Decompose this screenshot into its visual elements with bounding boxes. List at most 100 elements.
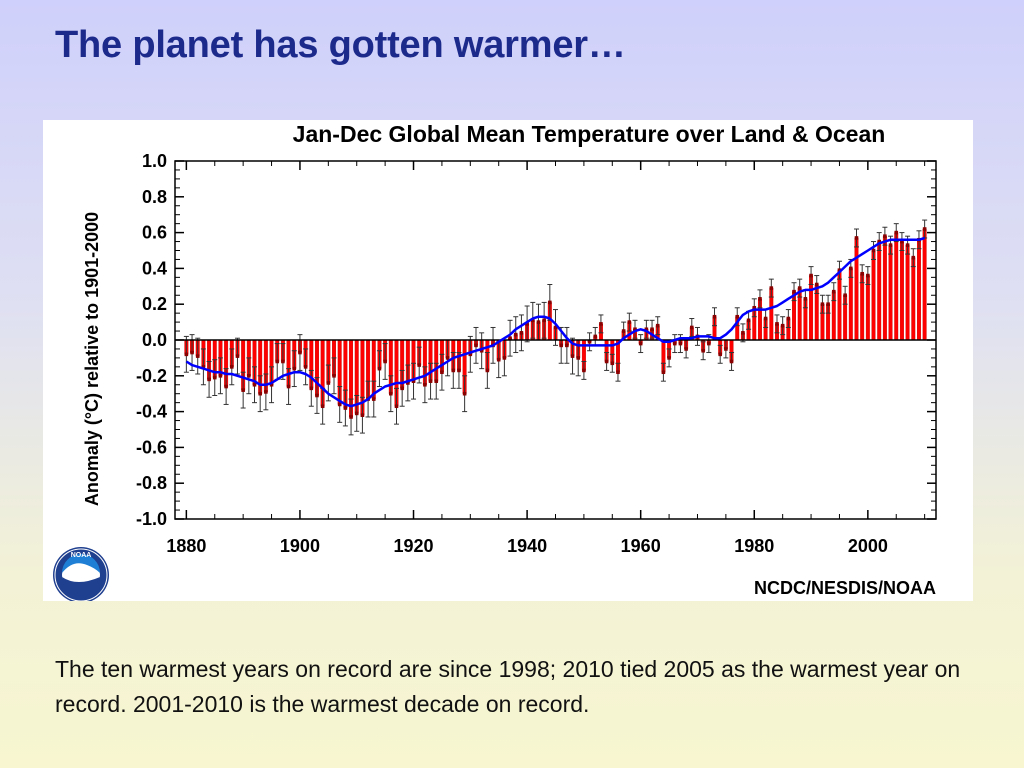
point-1905 xyxy=(326,381,331,385)
point-1885 xyxy=(212,375,217,380)
point-1899 xyxy=(292,366,297,371)
point-1889 xyxy=(235,354,240,358)
point-1948 xyxy=(570,354,575,358)
bar-2010 xyxy=(922,228,927,341)
point-1975 xyxy=(724,347,728,351)
point-1999 xyxy=(860,271,864,276)
point-2008 xyxy=(911,255,916,260)
point-1951 xyxy=(587,339,592,344)
point-1907 xyxy=(337,402,342,407)
bar-2009 xyxy=(917,239,921,341)
point-1894 xyxy=(264,390,268,394)
point-1891 xyxy=(247,374,251,378)
bar-2000 xyxy=(865,275,870,341)
y-tick-label: -0.2 xyxy=(136,366,167,386)
point-2006 xyxy=(900,239,904,244)
point-1991 xyxy=(814,282,819,287)
point-1910 xyxy=(354,411,359,416)
point-1901 xyxy=(303,365,308,369)
point-1982 xyxy=(763,316,768,321)
point-1977 xyxy=(735,314,740,319)
x-tick-label: 1960 xyxy=(621,536,661,556)
point-1909 xyxy=(349,415,353,419)
noaa-logo-icon xyxy=(53,547,109,601)
point-2003 xyxy=(883,234,887,238)
point-1915 xyxy=(383,359,387,364)
point-1994 xyxy=(831,289,836,294)
point-2002 xyxy=(877,239,882,244)
point-1980 xyxy=(752,305,757,310)
slide-title: The planet has gotten warmer… xyxy=(55,24,626,66)
point-1984 xyxy=(775,322,779,326)
point-1946 xyxy=(559,343,563,348)
point-2010 xyxy=(922,227,927,231)
point-1890 xyxy=(241,388,245,392)
smoothed-series-line xyxy=(185,236,925,408)
point-1963 xyxy=(655,323,660,328)
x-tick-label: 1920 xyxy=(393,536,433,556)
point-1882 xyxy=(195,354,200,358)
bar-1999 xyxy=(860,273,865,341)
y-axis-label: Anomaly (°C) relative to 1901-2000 xyxy=(82,212,102,506)
y-tick-label: 0.6 xyxy=(142,223,167,243)
y-tick-label: -0.6 xyxy=(136,437,167,457)
point-2007 xyxy=(905,243,910,247)
point-1941 xyxy=(530,318,535,323)
bar-2006 xyxy=(899,241,904,341)
point-1914 xyxy=(377,366,382,371)
point-1895 xyxy=(269,382,274,387)
bar-2003 xyxy=(882,235,887,341)
bar-1998 xyxy=(854,237,859,341)
point-1920 xyxy=(411,379,416,383)
point-1921 xyxy=(417,363,422,367)
point-1995 xyxy=(837,268,842,272)
chart-panel: Jan-Dec Global Mean Temperature over Lan… xyxy=(43,120,973,601)
noaa-logo-text: NOAA xyxy=(71,552,92,559)
point-1953 xyxy=(599,322,603,326)
point-1957 xyxy=(621,329,626,333)
y-tick-label: 0.8 xyxy=(142,187,167,207)
point-1964 xyxy=(661,370,666,375)
point-1997 xyxy=(849,266,853,271)
y-tick-label: -0.8 xyxy=(136,473,167,493)
point-1913 xyxy=(371,397,376,401)
point-1960 xyxy=(638,341,643,346)
point-1989 xyxy=(803,297,808,301)
point-1918 xyxy=(400,386,404,391)
point-1972 xyxy=(707,341,711,346)
point-1883 xyxy=(201,365,206,369)
x-tick-label: 1980 xyxy=(734,536,774,556)
point-1966 xyxy=(672,341,677,346)
point-1933 xyxy=(485,368,490,373)
point-1993 xyxy=(826,302,830,306)
point-1906 xyxy=(332,374,336,378)
point-1932 xyxy=(479,348,484,353)
point-1992 xyxy=(820,302,825,306)
bar-1990 xyxy=(809,275,814,341)
point-1979 xyxy=(746,318,751,323)
point-1958 xyxy=(627,320,632,324)
point-1936 xyxy=(502,356,507,360)
point-1955 xyxy=(610,361,615,366)
point-1935 xyxy=(496,357,501,362)
point-1956 xyxy=(616,370,620,375)
x-tick-label: 1900 xyxy=(280,536,320,556)
point-1962 xyxy=(650,327,654,332)
y-tick-label: 0.0 xyxy=(142,330,167,350)
x-tick-label: 1940 xyxy=(507,536,547,556)
point-1880 xyxy=(184,352,189,357)
point-1943 xyxy=(542,318,546,323)
point-1996 xyxy=(843,293,847,298)
point-1961 xyxy=(644,327,649,332)
point-2005 xyxy=(894,230,899,235)
point-1987 xyxy=(792,289,796,294)
point-1925 xyxy=(440,370,444,375)
point-1949 xyxy=(576,356,581,360)
point-1954 xyxy=(604,359,609,364)
chart-title: Jan-Dec Global Mean Temperature over Lan… xyxy=(293,121,886,147)
point-1923 xyxy=(428,379,433,383)
point-1900 xyxy=(298,350,302,355)
point-1893 xyxy=(258,391,262,396)
point-1938 xyxy=(513,332,518,337)
point-1968 xyxy=(684,347,688,351)
